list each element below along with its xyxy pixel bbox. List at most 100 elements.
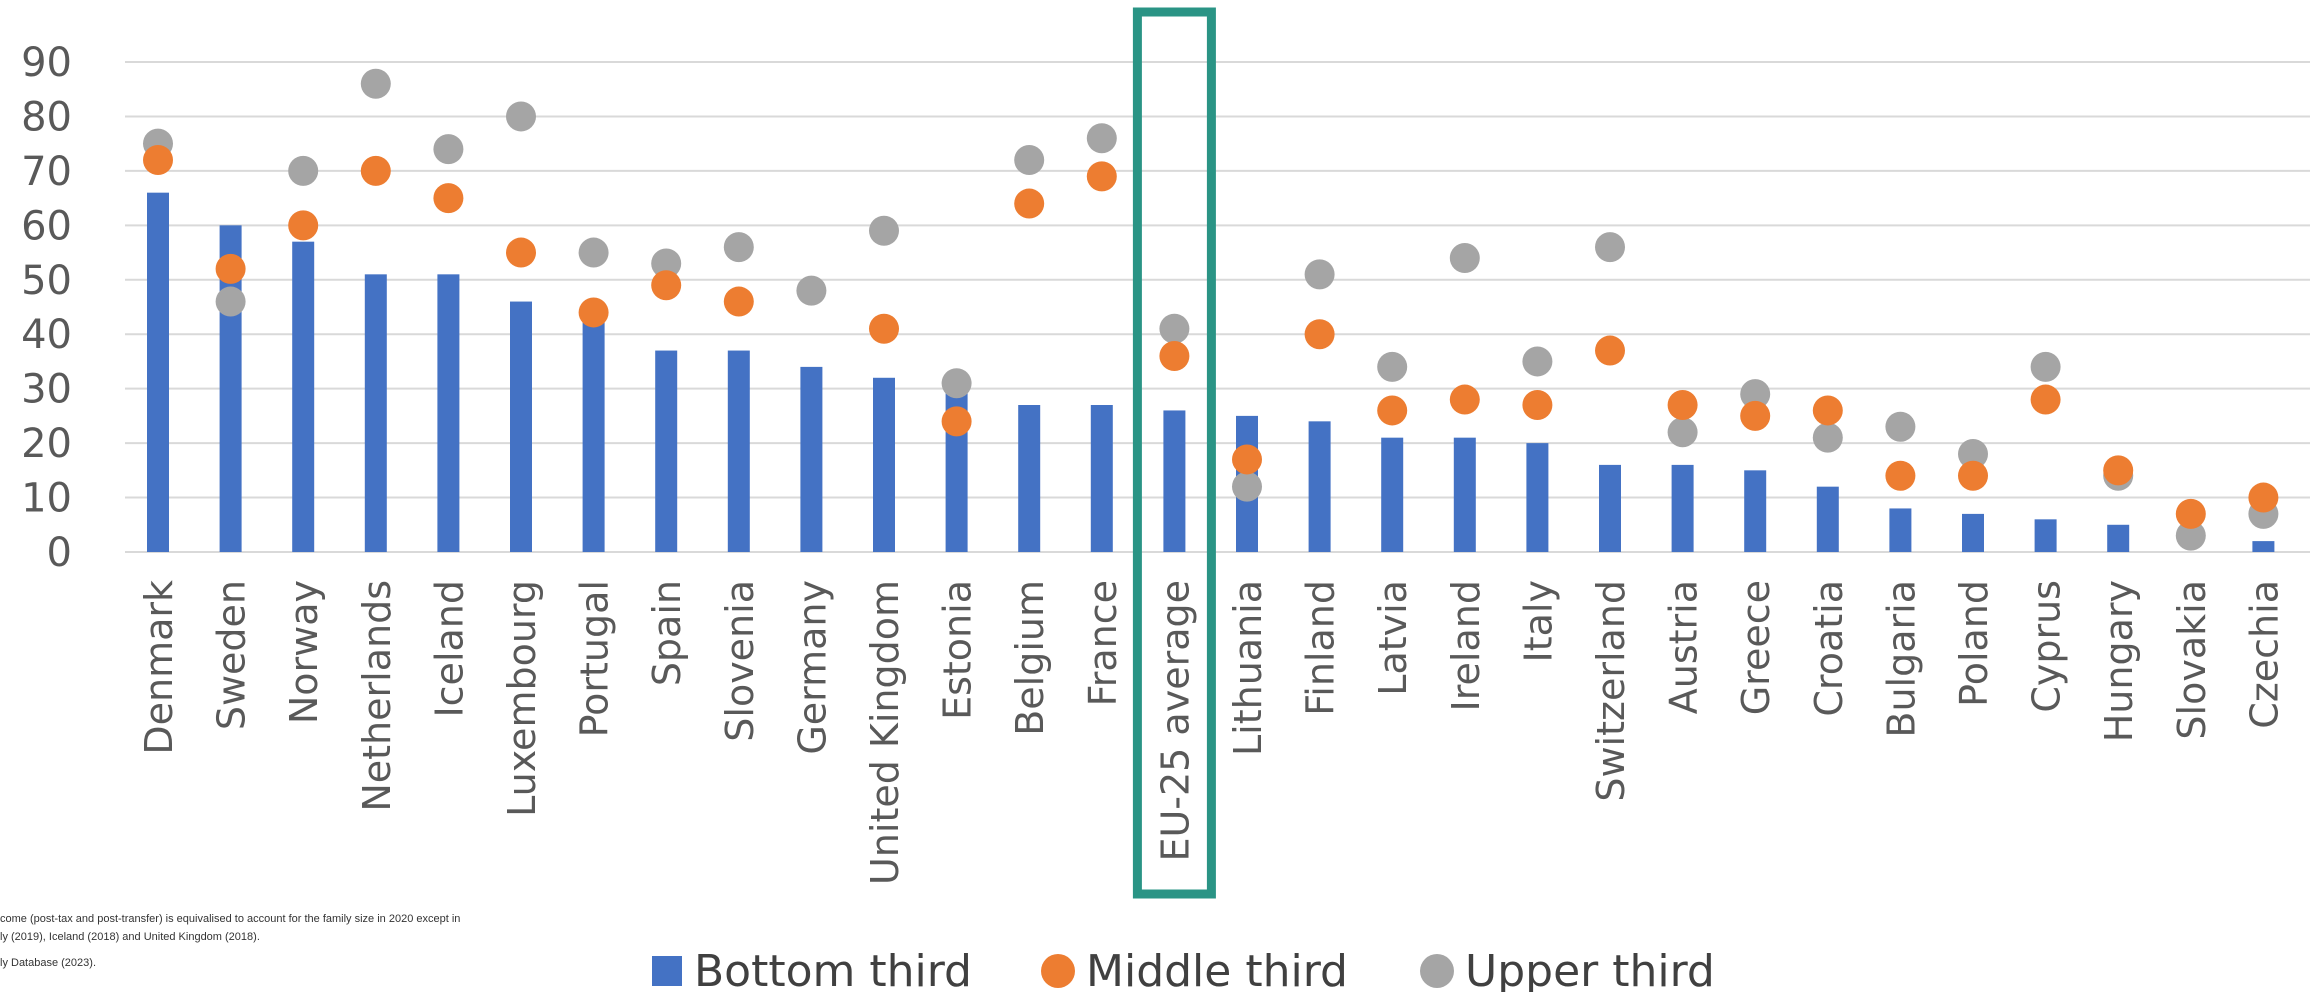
- note-line-1: come (post-tax and post-transfer) is equ…: [0, 913, 460, 925]
- category-label: France: [1081, 580, 1125, 706]
- dot-upper-third: [360, 68, 391, 99]
- category-label: Ireland: [1444, 580, 1488, 711]
- category-label: Germany: [790, 580, 834, 755]
- dot-upper-third: [578, 237, 609, 268]
- dot-upper-third: [1667, 417, 1698, 448]
- legend-label-middle-third: Middle third: [1086, 946, 1348, 992]
- category-label: Poland: [1952, 580, 1996, 707]
- bar-bottom-third: [2252, 541, 2275, 552]
- dot-middle-third: [143, 145, 173, 175]
- bar-bottom-third: [1671, 464, 1694, 552]
- dot-middle-third: [506, 237, 536, 268]
- dot-middle-third: [1449, 384, 1480, 415]
- dot-middle-third: [433, 183, 464, 214]
- dot-middle-third: [1885, 460, 1916, 491]
- y-tick-label: 30: [21, 367, 72, 413]
- legend-label-bottom-third: Bottom third: [694, 946, 972, 992]
- bar-bottom-third: [1889, 508, 1912, 552]
- legend-label-upper-third: Upper third: [1465, 946, 1715, 992]
- dot-upper-third: [1740, 379, 1771, 410]
- dot-upper-third: [1086, 123, 1117, 154]
- dot-middle-third: [1522, 390, 1553, 420]
- source-note: come (post-tax and post-transfer) is equ…: [0, 913, 460, 969]
- category-label: Spain: [645, 580, 689, 686]
- dot-middle-third: [215, 253, 246, 284]
- y-tick-label: 50: [21, 258, 72, 304]
- category-label: Austria: [1662, 580, 1706, 714]
- middle-third-dots: [143, 145, 2279, 529]
- dot-middle-third: [2248, 482, 2279, 513]
- dot-middle-third: [941, 406, 972, 437]
- bar-bottom-third: [1163, 410, 1186, 552]
- bar-bottom-third: [1018, 405, 1041, 552]
- dot-middle-third: [1595, 335, 1625, 366]
- category-label: Italy: [1516, 580, 1560, 662]
- dot-upper-third: [2175, 520, 2206, 551]
- bar-bottom-third: [582, 317, 605, 552]
- dot-upper-third: [1595, 232, 1625, 263]
- gridlines: [125, 61, 2310, 553]
- dot-middle-third: [651, 270, 682, 301]
- bar-bottom-third: [292, 241, 315, 552]
- bar-bottom-third: [147, 192, 169, 552]
- y-tick-label: 40: [21, 312, 72, 358]
- category-label: Slovakia: [2170, 580, 2214, 740]
- bar-bottom-third: [1526, 443, 1549, 552]
- dot-middle-third: [1014, 188, 1045, 219]
- dot-upper-third: [1812, 422, 1843, 453]
- dot-middle-third: [723, 286, 754, 317]
- dot-middle-third: [869, 313, 899, 344]
- category-label: Czechia: [2242, 580, 2286, 729]
- bar-bottom-third: [655, 350, 678, 552]
- bar-bottom-third: [1308, 421, 1331, 552]
- y-tick-label: 80: [21, 94, 72, 140]
- y-tick-label: 90: [21, 40, 72, 86]
- dot-middle-third: [1232, 444, 1262, 475]
- bar-bottom-third: [1453, 437, 1476, 552]
- dot-upper-third: [1449, 243, 1480, 273]
- category-label: Latvia: [1371, 580, 1415, 696]
- dot-upper-third: [433, 134, 464, 165]
- category-label: Belgium: [1008, 580, 1052, 736]
- y-tick-label: 20: [21, 421, 72, 467]
- legend-swatch-bottom-third: [652, 956, 682, 986]
- legend-swatch-upper-third: [1420, 954, 1454, 988]
- bar-bottom-third: [2034, 519, 2057, 552]
- dot-middle-third: [1159, 341, 1190, 371]
- dot-upper-third: [1159, 313, 1190, 344]
- bar-bottom-third: [800, 366, 823, 552]
- y-axis-ticks: 0 10 20 30 40 50 60 70 80 90: [21, 40, 72, 576]
- dot-upper-third: [506, 101, 536, 132]
- dot-middle-third: [1812, 395, 1843, 426]
- dot-middle-third: [2175, 498, 2206, 529]
- bar-bottom-third: [510, 301, 532, 552]
- dot-middle-third: [1377, 395, 1408, 426]
- dot-middle-third: [1304, 319, 1335, 350]
- highlight-rectangle: [1132, 7, 1216, 899]
- dot-upper-third: [941, 368, 972, 399]
- dot-upper-third: [651, 248, 682, 279]
- dot-upper-third: [215, 286, 246, 317]
- dot-upper-third: [2030, 351, 2061, 382]
- category-label: Netherlands: [355, 580, 399, 812]
- category-label: Norway: [282, 580, 326, 724]
- highlight-box: [1132, 7, 1216, 899]
- bar-bottom-third: [1599, 464, 1621, 552]
- dot-upper-third: [1885, 411, 1916, 442]
- category-label: Bulgaria: [1879, 580, 1923, 738]
- category-label: Hungary: [2097, 580, 2141, 742]
- dot-middle-third: [2103, 455, 2134, 486]
- dot-upper-third: [1522, 346, 1553, 377]
- category-label: Switzerland: [1589, 580, 1633, 802]
- dot-upper-third: [1014, 145, 1045, 175]
- dot-middle-third: [360, 155, 391, 186]
- dot-upper-third: [288, 155, 319, 186]
- category-label: Estonia: [936, 580, 980, 720]
- bar-bottom-third: [1744, 470, 1767, 552]
- bar-bottom-third: [364, 274, 387, 552]
- dot-middle-third: [1958, 460, 1988, 491]
- bar-bottom-third: [2107, 524, 2130, 552]
- dot-middle-third: [2030, 384, 2061, 415]
- category-label: Greece: [1734, 580, 1778, 715]
